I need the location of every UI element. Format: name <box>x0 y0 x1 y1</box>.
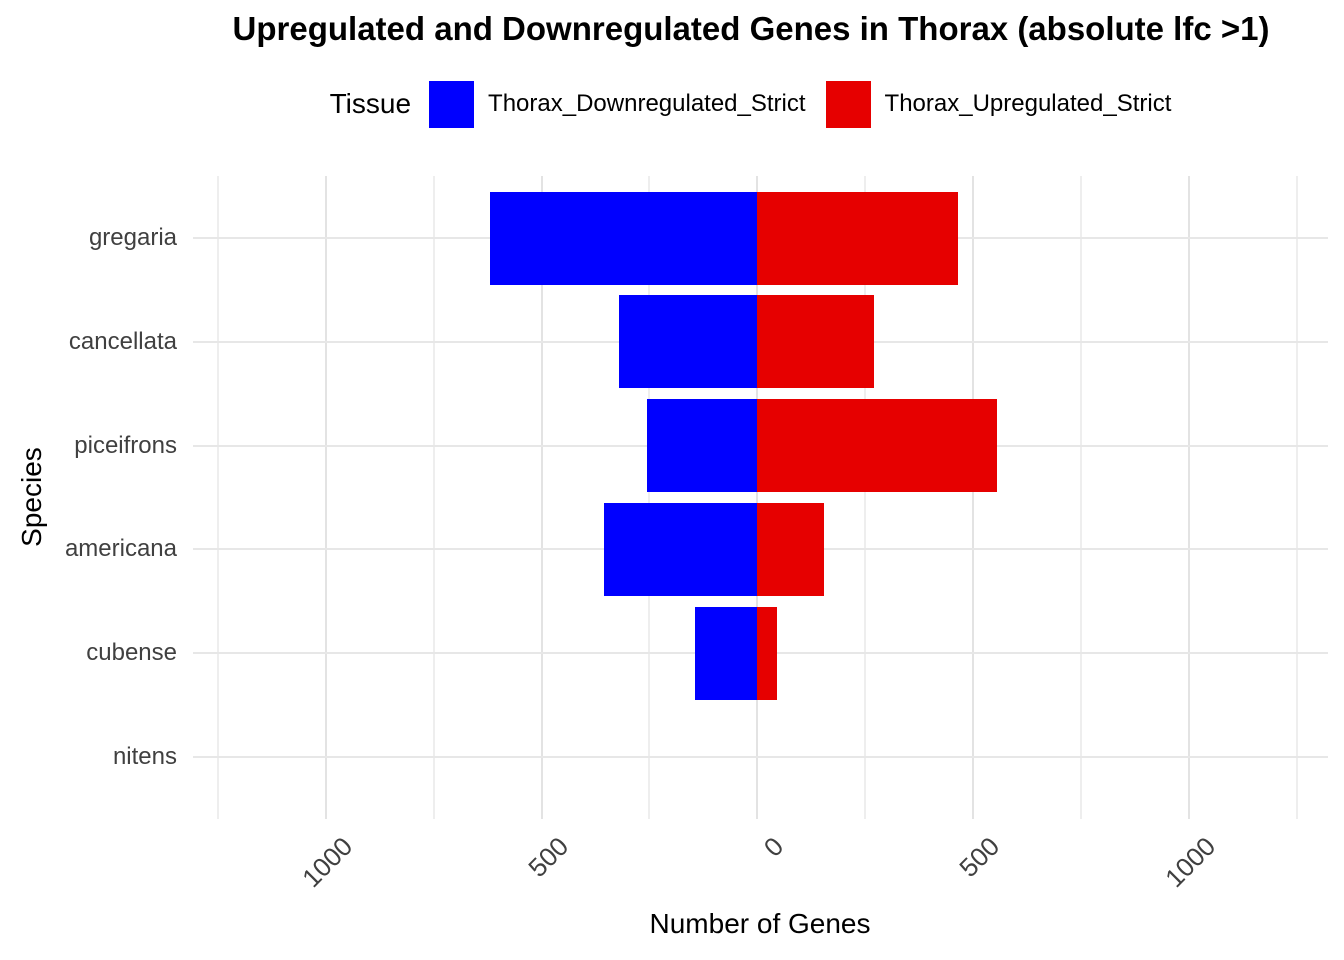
legend-item-upregulated: Thorax_Upregulated_Strict <box>825 80 1172 128</box>
legend-key-downregulated-swatch <box>429 80 475 128</box>
legend-label-downregulated: Thorax_Downregulated_Strict <box>488 90 806 117</box>
legend-item-downregulated: Thorax_Downregulated_Strict <box>429 80 806 128</box>
chart-title: Upregulated and Downregulated Genes in T… <box>232 10 1270 47</box>
y-axis-label-cancellata: cancellata <box>68 327 177 355</box>
bar-downregulated-gregaria <box>489 191 758 285</box>
gridline-minor-vertical <box>217 176 220 819</box>
y-axis-label-piceifrons: piceifrons <box>74 431 177 459</box>
bar-upregulated-gregaria <box>757 191 958 285</box>
x-axis-tick-label: 500 <box>953 831 1006 883</box>
y-axis-label-gregaria: gregaria <box>88 224 177 252</box>
y-axis-title: Species <box>16 447 47 547</box>
bar-downregulated-cubense <box>694 606 758 700</box>
bar-downregulated-piceifrons <box>647 399 758 493</box>
gridline-minor-vertical <box>648 176 651 819</box>
gridline-minor-vertical <box>1079 176 1082 819</box>
bar-upregulated-piceifrons <box>757 399 997 493</box>
y-axis-label-americana: americana <box>64 535 177 563</box>
gridline-major-vertical <box>1187 176 1190 819</box>
gridline-minor-vertical <box>432 176 435 819</box>
gridline-row <box>193 755 1328 758</box>
gridline-minor-vertical <box>1295 176 1298 819</box>
gridline-major-vertical <box>756 176 759 819</box>
legend: Tissue Thorax_Downregulated_Strict Thora… <box>193 80 1328 128</box>
bar-downregulated-cancellata <box>619 295 758 389</box>
bar-upregulated-americana <box>757 502 825 596</box>
legend-label-upregulated: Thorax_Upregulated_Strict <box>884 90 1172 117</box>
bar-upregulated-cubense <box>757 606 777 700</box>
gridline-minor-vertical <box>864 176 867 819</box>
legend-title: Tissue <box>329 88 412 119</box>
x-axis-tick-label: 1000 <box>295 831 359 894</box>
legend-key-upregulated-swatch <box>825 80 871 128</box>
y-axis-label-cubense: cubense <box>86 639 177 667</box>
gridline-major-vertical <box>324 176 327 819</box>
x-axis-title: Number of Genes <box>649 908 871 939</box>
gridline-major-vertical <box>971 176 974 819</box>
bar-upregulated-cancellata <box>757 295 874 389</box>
plot-panel <box>193 176 1328 819</box>
gridline-major-vertical <box>540 176 543 819</box>
bar-downregulated-americana <box>604 502 758 596</box>
x-axis-tick-label: 1000 <box>1158 831 1221 894</box>
x-axis-tick-label: 500 <box>521 831 574 883</box>
y-axis-label-nitens: nitens <box>112 742 177 770</box>
